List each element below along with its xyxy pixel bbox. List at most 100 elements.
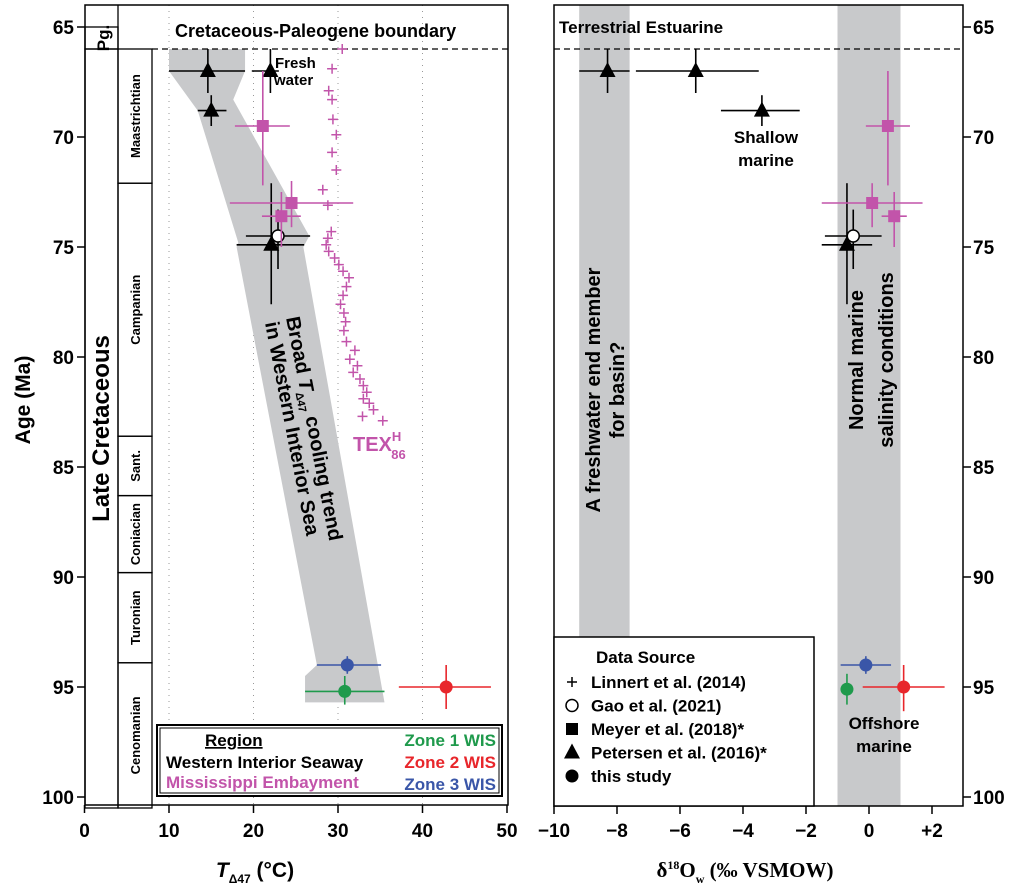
data-point [340, 658, 354, 672]
x-tick-label: 30 [327, 821, 348, 842]
chronostratigraphy-column: Pg. Late Cretaceous Maastrichtian Campanian… [84, 5, 153, 809]
tex86-point [337, 44, 348, 54]
data-point [888, 210, 901, 223]
x-tick-label: 0 [79, 821, 90, 842]
tex86-label: TEXH 86 [353, 429, 406, 462]
x-tick-label: −2 [795, 821, 817, 842]
data-point [199, 62, 216, 77]
x-axis-title-left: TΔ47 (°C) [216, 859, 294, 886]
y-tick-label: 80 [53, 348, 74, 369]
data-point [897, 680, 911, 694]
tex86-point [358, 380, 369, 391]
offshore-marine-label: Offshore [849, 714, 920, 733]
y-tick-label: 70 [53, 128, 74, 149]
legend-marker-plus [567, 677, 577, 687]
legend-item-label: Linnert et al. (2014) [591, 673, 746, 692]
stage-label: Cenomanian [128, 696, 143, 774]
shaded-band [837, 5, 901, 806]
x-axis-title-right: δ18Ow (‰ VSMOW) [656, 858, 833, 886]
tex86-point [340, 316, 351, 327]
tex86-point [335, 299, 346, 310]
stage-label: Campanian [128, 275, 143, 345]
fresh-water-label-2: water [273, 72, 313, 89]
y-tick-label: 75 [53, 238, 75, 259]
tex86-point [323, 85, 334, 96]
tex86-point [348, 367, 359, 378]
data-point [881, 120, 894, 132]
data-point [275, 210, 288, 223]
tex86-point [323, 246, 334, 257]
y-axis-title: Age (Ma) [12, 356, 35, 445]
data-point [840, 682, 854, 696]
tex86-point [331, 165, 342, 175]
y-tick-label: 85 [53, 458, 75, 479]
kpg-boundary-label: Cretaceous-Paleogene boundary [175, 21, 456, 41]
marine-band-label-1: Normal marine [846, 290, 868, 430]
legend-zone3: Zone 3 WIS [404, 775, 496, 794]
tex86-point [354, 374, 365, 384]
legend-wis: Western Interior Seaway [166, 753, 364, 772]
tex86-point [361, 387, 372, 398]
legend-marker-square [566, 723, 578, 735]
y-tick-label: 95 [973, 678, 995, 699]
freshwater-band-label-2: for basin? [607, 342, 629, 439]
tex86-point [327, 114, 338, 125]
data-source-legend: Data Source Linnert et al. (2014) Gao et … [553, 636, 815, 807]
shallow-marine-label: Shallow [734, 128, 799, 147]
tex86-point [368, 404, 379, 415]
data-point [203, 101, 220, 117]
tex86-point [343, 272, 354, 283]
fresh-water-label: Fresh [275, 55, 316, 72]
x-tick-label: −10 [538, 821, 570, 842]
y-tick-label: 100 [973, 788, 1005, 809]
tex86-point [322, 233, 333, 244]
y-tick-label: 90 [53, 568, 74, 589]
data-point [599, 62, 616, 77]
x-tick-label: −6 [669, 821, 691, 842]
shallow-marine-label-2: marine [738, 151, 794, 170]
offshore-marine-label-2: marine [856, 737, 912, 756]
stage-label: Maastrichtian [128, 74, 143, 158]
d18o-data [579, 49, 945, 712]
left-panel-frame [84, 4, 509, 806]
y-tick-label: 95 [53, 678, 75, 699]
tex86-point [338, 290, 349, 301]
temperature-data [169, 44, 491, 709]
legend-me: Mississippi Embayment [166, 773, 359, 792]
cooling-trend-band [169, 49, 385, 703]
tex86-point [327, 147, 338, 158]
y-tick-label: 75 [973, 238, 995, 259]
tex86-point [326, 226, 337, 237]
x-tick-label: 40 [412, 821, 433, 842]
tex86-point [327, 63, 338, 74]
legend-marker-triangle [564, 743, 580, 759]
tex86-point [317, 184, 328, 195]
legend-zone1: Zone 1 WIS [404, 731, 496, 750]
x-tick-label: −4 [732, 821, 754, 842]
stage-label: Sant. [128, 450, 143, 482]
data-point [338, 684, 352, 698]
tex86-point [322, 200, 333, 211]
y-tick-label: 65 [973, 18, 995, 39]
tex86-point [358, 393, 369, 404]
y-tick-label: 65 [53, 18, 75, 39]
tex86-point [338, 266, 349, 277]
tex86-point [341, 281, 352, 292]
tex86-point [341, 336, 352, 347]
data-point [271, 229, 285, 243]
legend-zone2: Zone 2 WIS [404, 753, 496, 772]
legend-marker-circle [565, 769, 579, 783]
stage-label: Turonian [128, 590, 143, 645]
legend-item-label: this study [591, 767, 672, 786]
x-tick-label: −8 [606, 821, 628, 842]
data-point [846, 229, 860, 243]
tex86-point [333, 259, 344, 270]
tex86-point [349, 345, 360, 356]
stage-label: Coniacian [128, 503, 143, 565]
data-point [866, 197, 879, 209]
x-tick-label: 20 [243, 821, 264, 842]
tex86-point [377, 415, 388, 426]
period-label: Pg. [94, 25, 113, 51]
